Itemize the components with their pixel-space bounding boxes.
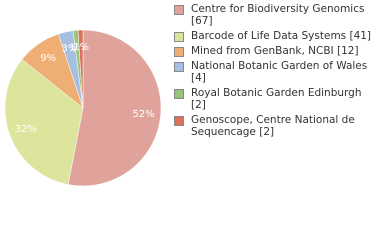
slice-label: 3% [62, 44, 78, 55]
legend-item: Royal Botanic Garden Edinburgh [2] [172, 87, 372, 111]
legend-label: Royal Botanic Garden Edinburgh [2] [191, 87, 362, 111]
legend-swatch [174, 32, 184, 42]
pie-slice [77, 29, 84, 109]
slice-label: 1% [73, 42, 89, 53]
pie-area: 52% 32% 9% 3%1%1% [4, 29, 162, 187]
slice-label: 9% [40, 53, 56, 64]
slice-label: 52% [132, 109, 154, 120]
legend-item: Genoscope, Centre National de Sequencage… [172, 114, 372, 138]
legend-item: Barcode of Life Data Systems [41] [172, 30, 372, 42]
legend-label: Mined from GenBank, NCBI [12] [191, 45, 359, 57]
legend-swatch [174, 89, 184, 99]
pie-slice [4, 59, 84, 185]
legend-swatch [174, 5, 184, 15]
legend-item: Centre for Biodiversity Genomics [67] [172, 3, 372, 27]
legend-swatch [174, 47, 184, 57]
legend-label: Barcode of Life Data Systems [41] [191, 30, 372, 42]
pie-slice [67, 29, 162, 187]
legend: Centre for Biodiversity Genomics [67] Bar… [172, 3, 372, 141]
slice-label: 32% [15, 124, 37, 135]
legend-label: National Botanic Garden of Wales [4] [191, 60, 368, 84]
legend-label: Genoscope, Centre National de Sequencage… [191, 114, 355, 138]
legend-item: National Botanic Garden of Wales [4] [172, 60, 372, 84]
legend-swatch [174, 116, 184, 126]
slice-label: 1% [69, 42, 85, 53]
legend-label: Centre for Biodiversity Genomics [67] [191, 3, 365, 27]
legend-item: Mined from GenBank, NCBI [12] [172, 45, 372, 57]
legend-swatch [174, 62, 184, 72]
